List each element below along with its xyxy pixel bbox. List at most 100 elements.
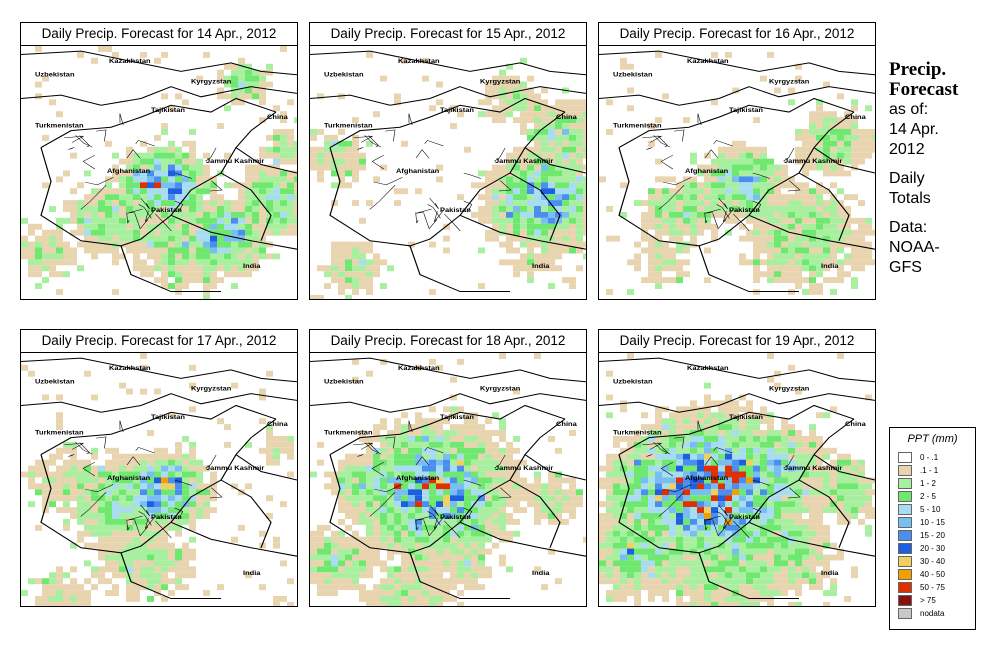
province-line bbox=[429, 504, 439, 517]
precip-cell bbox=[802, 518, 809, 525]
precip-cell bbox=[816, 584, 823, 591]
precip-cell bbox=[266, 200, 273, 207]
precip-cell bbox=[429, 483, 436, 490]
precip-cell bbox=[91, 572, 98, 579]
precip-cell bbox=[802, 194, 809, 201]
precip-cell bbox=[168, 265, 175, 272]
precip-cell bbox=[613, 518, 620, 525]
precip-cell bbox=[273, 223, 280, 230]
precip-cell bbox=[655, 424, 662, 431]
precip-cell bbox=[520, 229, 527, 236]
precip-cell bbox=[690, 176, 697, 183]
precip-cell bbox=[492, 93, 499, 100]
precip-cell bbox=[569, 123, 576, 129]
precip-cell bbox=[662, 572, 669, 579]
precip-cell bbox=[338, 128, 345, 135]
precip-cell bbox=[767, 590, 774, 596]
precip-cell bbox=[583, 188, 586, 195]
precip-cell bbox=[627, 536, 634, 543]
precip-cell bbox=[408, 536, 415, 543]
precip-cell bbox=[499, 164, 506, 171]
precip-cell bbox=[837, 501, 844, 508]
precip-cell bbox=[718, 459, 725, 466]
precip-cell bbox=[655, 51, 662, 58]
precip-cell bbox=[133, 507, 140, 514]
precip-cell bbox=[548, 111, 555, 118]
panel-title: Daily Precip. Forecast for 16 Apr., 2012 bbox=[599, 23, 875, 46]
precip-cell bbox=[189, 229, 196, 236]
precip-cell bbox=[802, 554, 809, 561]
precip-cell bbox=[704, 217, 711, 224]
precip-cell bbox=[774, 453, 781, 460]
province-line bbox=[660, 461, 674, 477]
precip-cell bbox=[725, 229, 732, 236]
precip-cell bbox=[711, 194, 718, 201]
precip-cell bbox=[662, 507, 669, 514]
precip-cell bbox=[746, 229, 753, 236]
country-label-jammu-kashmir: Jammu Kashmir bbox=[495, 158, 554, 164]
precip-cell bbox=[802, 265, 809, 272]
precip-cell bbox=[331, 554, 338, 561]
precip-cell bbox=[126, 176, 133, 183]
precip-cell bbox=[168, 152, 175, 159]
precip-cell bbox=[865, 229, 872, 236]
precip-cell bbox=[760, 495, 767, 502]
precip-cell bbox=[324, 572, 331, 579]
precip-cell bbox=[147, 489, 154, 496]
precip-cell bbox=[154, 265, 161, 272]
precip-cell bbox=[802, 471, 809, 478]
precip-cell bbox=[683, 430, 690, 436]
precip-cell bbox=[140, 453, 147, 460]
precip-cell bbox=[42, 277, 49, 284]
precip-cell bbox=[70, 253, 77, 260]
precip-cell bbox=[196, 471, 203, 478]
precip-cell bbox=[429, 465, 436, 472]
precip-cell bbox=[541, 223, 548, 230]
precip-cell bbox=[802, 489, 809, 496]
precip-cell bbox=[634, 572, 641, 579]
precip-cell bbox=[767, 435, 774, 442]
precip-cell bbox=[676, 483, 683, 490]
precip-cell bbox=[520, 459, 527, 466]
precip-cell bbox=[345, 578, 352, 585]
precip-cell bbox=[739, 406, 746, 413]
precip-cell bbox=[366, 548, 373, 555]
precip-cell bbox=[168, 513, 175, 519]
precip-cell bbox=[119, 489, 126, 496]
precip-cell bbox=[872, 513, 875, 519]
precip-cell bbox=[746, 477, 753, 484]
precip-cell bbox=[380, 513, 387, 519]
precip-cell bbox=[809, 566, 816, 573]
precip-cell bbox=[450, 123, 457, 129]
province-line bbox=[783, 454, 795, 469]
precip-cell bbox=[217, 69, 224, 76]
precip-cell bbox=[830, 542, 837, 549]
precip-cell bbox=[627, 495, 634, 502]
precip-cell bbox=[84, 501, 91, 508]
precip-cell bbox=[133, 247, 140, 254]
precip-cell bbox=[830, 217, 837, 224]
precip-cell bbox=[175, 495, 182, 502]
precip-cell bbox=[112, 501, 119, 508]
precip-cell bbox=[697, 542, 704, 549]
precip-cell bbox=[77, 489, 84, 496]
precip-cell bbox=[147, 560, 154, 567]
precip-cell bbox=[788, 584, 795, 591]
precip-cell bbox=[788, 182, 795, 189]
precip-cell bbox=[492, 477, 499, 484]
precip-cell bbox=[189, 471, 196, 478]
precip-cell bbox=[154, 388, 161, 395]
precip-cell bbox=[760, 75, 767, 82]
precip-cell bbox=[683, 590, 690, 596]
precip-cell bbox=[380, 424, 387, 431]
precip-cell bbox=[548, 194, 555, 201]
precip-cell bbox=[513, 459, 520, 466]
precip-cell bbox=[767, 495, 774, 502]
province-line bbox=[209, 487, 223, 499]
precip-cell bbox=[119, 471, 126, 478]
precip-cell bbox=[732, 578, 739, 585]
precip-cell bbox=[669, 253, 676, 260]
precip-cell bbox=[816, 459, 823, 466]
precip-cell bbox=[133, 560, 140, 567]
precip-cell bbox=[753, 229, 760, 236]
